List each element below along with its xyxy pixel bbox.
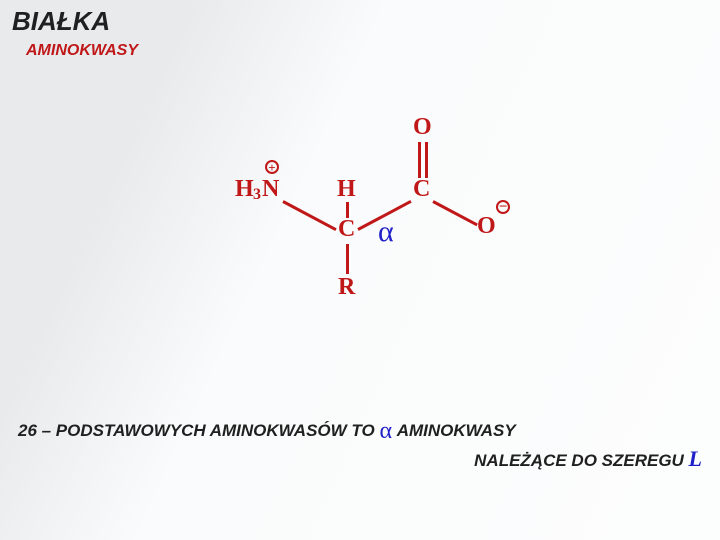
charge-plus-circle: + [265,160,279,174]
charge-plus: + [268,161,275,174]
caption-line-1: 26 – PODSTAWOWYCH AMINOKWASÓW TO α AMINO… [18,418,516,445]
atom-r: R [338,274,355,301]
page-title: BIAŁKA [12,6,110,37]
caption-line-2: NALEŻĄCE DO SZEREGU L [474,446,702,472]
atom-o-right: O [477,213,496,240]
page-subtitle: AMINOKWASY [26,42,138,60]
caption-2a: NALEŻĄCE DO SZEREGU [474,451,688,470]
bond-c-o-2 [425,142,428,178]
alpha-label: α [378,215,394,249]
atom-h3n-3: 3 [253,186,261,204]
charge-minus-circle: − [496,200,510,214]
atom-n: N [262,176,279,203]
bond-h-c [346,202,349,218]
caption-1a: 26 – PODSTAWOWYCH AMINOKWASÓW TO [18,421,379,440]
charge-minus: − [499,203,508,212]
caption-alpha: α [379,418,392,444]
caption-1b: AMINOKWASY [392,421,516,440]
atom-c-right: C [413,176,430,203]
bond-n-c [282,200,336,231]
bond-c-r [346,244,349,274]
amino-acid-structure: H 3 N + C H R C O O − α [235,100,485,320]
atom-c-center: C [338,216,355,243]
bond-c-o-1 [418,142,421,178]
bond-c-o-right [432,200,478,226]
atom-h3n-h: H [235,176,254,203]
caption-L: L [689,446,702,471]
atom-o-top: O [413,114,432,141]
atom-h-top: H [337,176,356,203]
